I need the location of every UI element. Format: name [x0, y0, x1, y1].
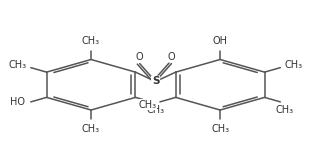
Text: CH₃: CH₃ [211, 124, 229, 133]
Text: CH₃: CH₃ [146, 105, 164, 115]
Text: CH₃: CH₃ [82, 124, 100, 133]
Text: S: S [152, 76, 159, 87]
Text: CH₃: CH₃ [9, 60, 27, 70]
Text: HO: HO [10, 97, 25, 107]
Text: CH₃: CH₃ [275, 105, 293, 115]
Text: CH₃: CH₃ [138, 100, 157, 110]
Text: O: O [167, 52, 175, 62]
Text: CH₃: CH₃ [284, 60, 303, 70]
Text: OH: OH [213, 36, 228, 46]
Text: O: O [136, 52, 144, 62]
Text: CH₃: CH₃ [82, 36, 100, 46]
